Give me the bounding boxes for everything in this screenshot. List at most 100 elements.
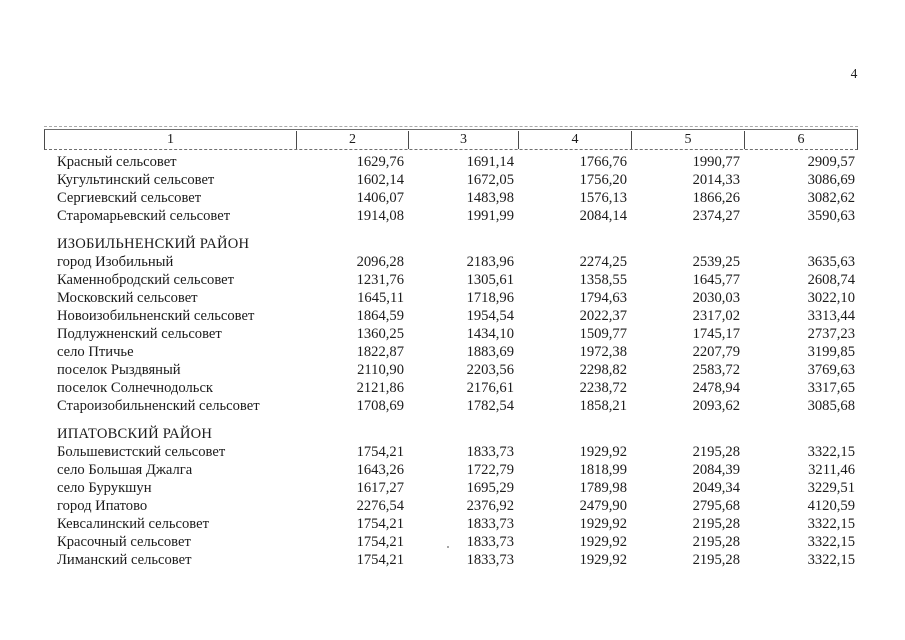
row-value-cell: 3082,62	[807, 190, 855, 206]
table-row: село Большая Джалга 1643,26 1722,79 1818,99…	[44, 461, 858, 479]
row-value-cell: 1645,11	[357, 290, 404, 306]
table-row: Кевсалинский сельсовет 1754,21 1833,73 1929…	[44, 515, 858, 533]
row-value-cell: 1991,99	[466, 208, 514, 224]
row-name-cell: поселок Солнечнодольск	[57, 380, 214, 396]
row-value-cell: 1782,54	[466, 398, 514, 414]
row-value-cell: 1990,77	[692, 154, 740, 170]
table-body: Красный сельсовет 1629,76 1691,14 1766,76 19…	[44, 150, 858, 569]
row-value-cell: 1929,92	[579, 516, 627, 532]
row-value-cell: 2276,54	[356, 498, 404, 514]
row-name-cell: Красочный сельсовет	[57, 534, 191, 550]
row-value-cell: 1708,69	[356, 398, 404, 414]
table-row: Подлужненский сельсовет 1360,25 1434,10 150…	[44, 325, 858, 343]
row-value-cell: 2030,03	[692, 290, 740, 306]
row-value-cell: 1864,59	[356, 308, 404, 324]
row-value-cell: 1883,69	[466, 344, 514, 360]
table-row: Староизобильненский сельсовет 1708,69 1782…	[44, 397, 858, 415]
scan-artifact-dot	[447, 546, 449, 548]
table-row: Красочный сельсовет 1754,21 1833,73 1929,92…	[44, 533, 858, 551]
row-value-cell: 1789,98	[579, 480, 627, 496]
row-value-cell: 1483,98	[466, 190, 514, 206]
row-value-cell: 1972,38	[579, 344, 627, 360]
row-value-cell: 3229,51	[807, 480, 855, 496]
row-value-cell: 1754,21	[356, 516, 404, 532]
table-row: поселок Солнечнодольск 2121,86 2176,61 2238…	[44, 379, 858, 397]
row-value-cell: 1866,26	[692, 190, 740, 206]
row-value-cell: 2110,90	[357, 362, 404, 378]
row-value-cell: 2374,27	[692, 208, 740, 224]
row-value-cell: 2096,28	[356, 254, 404, 270]
row-value-cell: 2022,37	[579, 308, 627, 324]
row-value-cell: 1231,76	[356, 272, 404, 288]
table-row: Сергиевский сельсовет 1406,07 1483,98 1576,…	[44, 189, 858, 207]
row-value-cell: 2195,28	[692, 444, 740, 460]
row-value-cell: 3322,15	[807, 534, 855, 550]
row-value-cell: 1754,21	[356, 534, 404, 550]
row-value-cell: 1833,73	[466, 534, 514, 550]
row-value-cell: 2795,68	[692, 498, 740, 514]
row-value-cell: 1822,87	[356, 344, 404, 360]
row-value-cell: 3322,15	[807, 552, 855, 568]
table-header-cell-1: 1	[167, 131, 174, 147]
row-name-cell: Подлужненский сельсовет	[57, 326, 222, 342]
section-header: ИЗОБИЛЬНЕНСКИЙ РАЙОН	[57, 236, 250, 252]
row-value-cell: 1756,20	[579, 172, 627, 188]
row-name-cell: Кевсалинский сельсовет	[57, 516, 209, 532]
row-value-cell: 3317,65	[807, 380, 855, 396]
row-value-cell: 1833,73	[466, 444, 514, 460]
row-value-cell: 2049,34	[692, 480, 740, 496]
row-value-cell: 1629,76	[356, 154, 404, 170]
row-value-cell: 2195,28	[692, 534, 740, 550]
row-name-cell: Красный сельсовет	[57, 154, 177, 170]
row-value-cell: 2195,28	[692, 516, 740, 532]
row-value-cell: 1754,21	[356, 552, 404, 568]
row-value-cell: 1305,61	[466, 272, 514, 288]
row-name-cell: село Бурукшун	[57, 480, 152, 496]
row-value-cell: 3769,63	[807, 362, 855, 378]
row-value-cell: 2195,28	[692, 552, 740, 568]
row-value-cell: 2317,02	[692, 308, 740, 324]
row-value-cell: 2376,92	[466, 498, 514, 514]
table-row: Каменнобродский сельсовет 1231,76 1305,61 1…	[44, 271, 858, 289]
table-group: ИЗОБИЛЬНЕНСКИЙ РАЙОН город Изобильный 2096…	[44, 235, 858, 415]
row-value-cell: 3022,10	[807, 290, 855, 306]
row-value-cell: 2203,56	[466, 362, 514, 378]
row-value-cell: 3085,68	[807, 398, 855, 414]
row-value-cell: 1617,27	[356, 480, 404, 496]
row-value-cell: 2479,90	[579, 498, 627, 514]
row-name-cell: город Изобильный	[57, 254, 174, 270]
row-value-cell: 1645,77	[692, 272, 740, 288]
row-value-cell: 1695,29	[466, 480, 514, 496]
row-name-cell: Сергиевский сельсовет	[57, 190, 202, 206]
row-value-cell: 1745,17	[692, 326, 740, 342]
row-value-cell: 1691,14	[466, 154, 514, 170]
row-value-cell: 1794,63	[579, 290, 627, 306]
row-value-cell: 2084,39	[692, 462, 740, 478]
row-name-cell: Большевистский сельсовет	[57, 444, 226, 460]
row-value-cell: 3086,69	[807, 172, 855, 188]
row-value-cell: 1722,79	[466, 462, 514, 478]
row-value-cell: 2207,79	[692, 344, 740, 360]
row-name-cell: город Ипатово	[57, 498, 148, 514]
table-group: Красный сельсовет 1629,76 1691,14 1766,76 19…	[44, 153, 858, 225]
row-value-cell: 3590,63	[807, 208, 855, 224]
row-value-cell: 1434,10	[466, 326, 514, 342]
row-value-cell: 4120,59	[807, 498, 855, 514]
row-value-cell: 1929,92	[579, 444, 627, 460]
row-value-cell: 2909,57	[807, 154, 855, 170]
row-value-cell: 1406,07	[356, 190, 404, 206]
row-value-cell: 2084,14	[579, 208, 627, 224]
table-row: Красный сельсовет 1629,76 1691,14 1766,76 19…	[44, 153, 858, 171]
table-header-row: 1 2 3 4 5 6	[44, 126, 858, 150]
row-name-cell: Старомарьевский сельсовет	[57, 208, 231, 224]
page-number: 4	[850, 66, 858, 81]
row-name-cell: Новоизобильненский сельсовет	[57, 308, 255, 324]
row-value-cell: 1833,73	[466, 552, 514, 568]
row-value-cell: 2121,86	[356, 380, 404, 396]
row-value-cell: 3322,15	[807, 516, 855, 532]
row-value-cell: 1602,14	[356, 172, 404, 188]
row-value-cell: 2583,72	[692, 362, 740, 378]
row-name-cell: поселок Рыздвяный	[57, 362, 181, 378]
row-value-cell: 1833,73	[466, 516, 514, 532]
